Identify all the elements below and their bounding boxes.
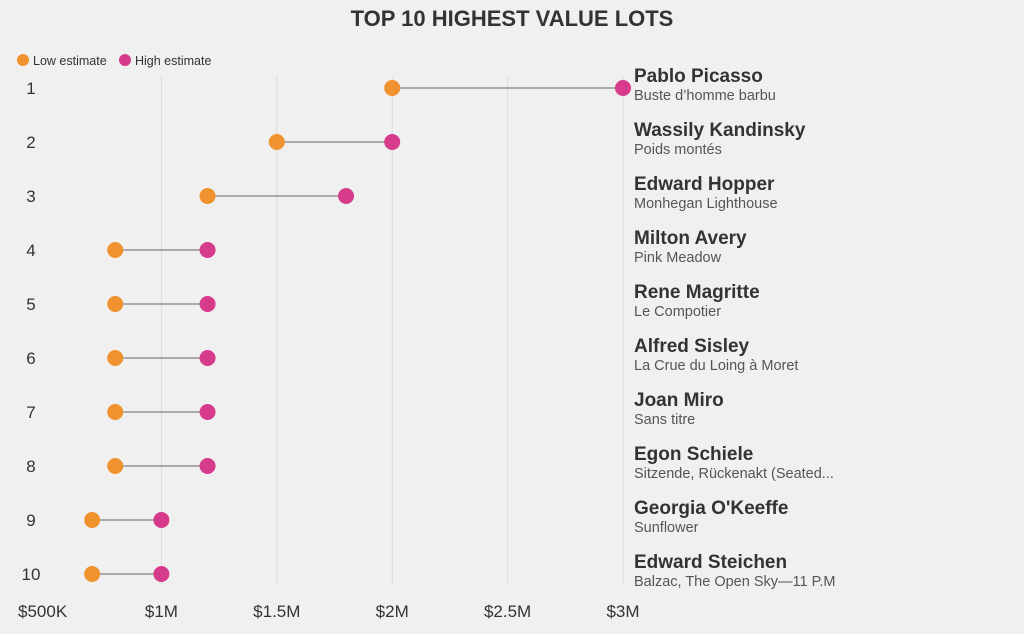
chart-title: TOP 10 HIGHEST VALUE LOTS <box>351 6 674 31</box>
work-title: Sans titre <box>634 412 695 428</box>
rank-label: 6 <box>26 349 35 368</box>
work-title: Sunflower <box>634 520 699 536</box>
artist-name: Edward Steichen <box>634 552 787 573</box>
gridlines <box>160 76 624 585</box>
work-title: Pink Meadow <box>634 250 722 266</box>
low-estimate-point <box>107 404 124 420</box>
low-estimate-point <box>107 242 124 258</box>
legend: Low estimate High estimate <box>17 54 211 68</box>
high-estimate-point <box>199 404 216 420</box>
low-estimate-point <box>84 566 101 582</box>
legend-swatch-low-estimate <box>17 54 29 66</box>
rank-label: 7 <box>26 403 35 422</box>
work-title: La Crue du Loing à Moret <box>634 358 798 374</box>
work-title: Buste d’homme barbu <box>634 88 776 104</box>
x-axis-tick-labels: $500K $1M $1.5M $2M $2.5M $3M <box>18 602 640 621</box>
rank-label: 3 <box>26 187 35 206</box>
high-estimate-point <box>199 242 216 258</box>
low-estimate-point <box>107 350 124 366</box>
artist-name: Milton Avery <box>634 228 747 249</box>
x-tick-label: $500K <box>18 602 68 621</box>
x-tick-label: $1M <box>145 602 178 621</box>
high-estimate-point <box>199 458 216 474</box>
x-tick-label: $3M <box>606 602 639 621</box>
artist-name: Georgia O'Keeffe <box>634 498 788 519</box>
low-estimate-point <box>107 458 124 474</box>
artist-name: Joan Miro <box>634 390 724 411</box>
low-estimate-point <box>268 134 285 150</box>
rank-label: 2 <box>26 133 35 152</box>
legend-label-high-estimate: High estimate <box>135 54 211 68</box>
x-tick-label: $2M <box>376 602 409 621</box>
low-estimate-point <box>199 188 216 204</box>
work-title: Monhegan Lighthouse <box>634 196 778 212</box>
work-title: Poids montés <box>634 142 722 158</box>
rank-label: 4 <box>26 241 35 260</box>
artist-name: Edward Hopper <box>634 174 775 195</box>
artist-name: Alfred Sisley <box>634 336 750 357</box>
artist-name: Rene Magritte <box>634 282 760 303</box>
work-title: Sitzende, Rückenakt (Seated... <box>634 466 834 482</box>
work-title: Le Compotier <box>634 304 721 320</box>
high-estimate-point <box>384 134 401 150</box>
rank-label: 1 <box>26 79 35 98</box>
high-estimate-point <box>615 80 631 96</box>
high-estimate-point <box>153 566 170 582</box>
artist-name: Egon Schiele <box>634 444 753 465</box>
x-tick-label: $2.5M <box>484 602 531 621</box>
low-estimate-point <box>84 512 101 528</box>
x-tick-label: $1.5M <box>253 602 300 621</box>
work-title: Balzac, The Open Sky—11 P.M <box>634 574 836 590</box>
rank-label: 8 <box>26 457 35 476</box>
rank-label: 5 <box>26 295 35 314</box>
high-estimate-point <box>199 350 216 366</box>
low-estimate-point <box>107 296 124 312</box>
legend-label-low-estimate: Low estimate <box>33 54 107 68</box>
high-estimate-point <box>153 512 170 528</box>
artist-name: Wassily Kandinsky <box>634 120 806 141</box>
rank-label: 9 <box>26 511 35 530</box>
legend-swatch-high-estimate <box>119 54 131 66</box>
low-estimate-point <box>384 80 401 96</box>
high-estimate-point <box>199 296 216 312</box>
rank-label: 10 <box>22 565 41 584</box>
artist-name: Pablo Picasso <box>634 66 763 87</box>
high-estimate-point <box>338 188 355 204</box>
